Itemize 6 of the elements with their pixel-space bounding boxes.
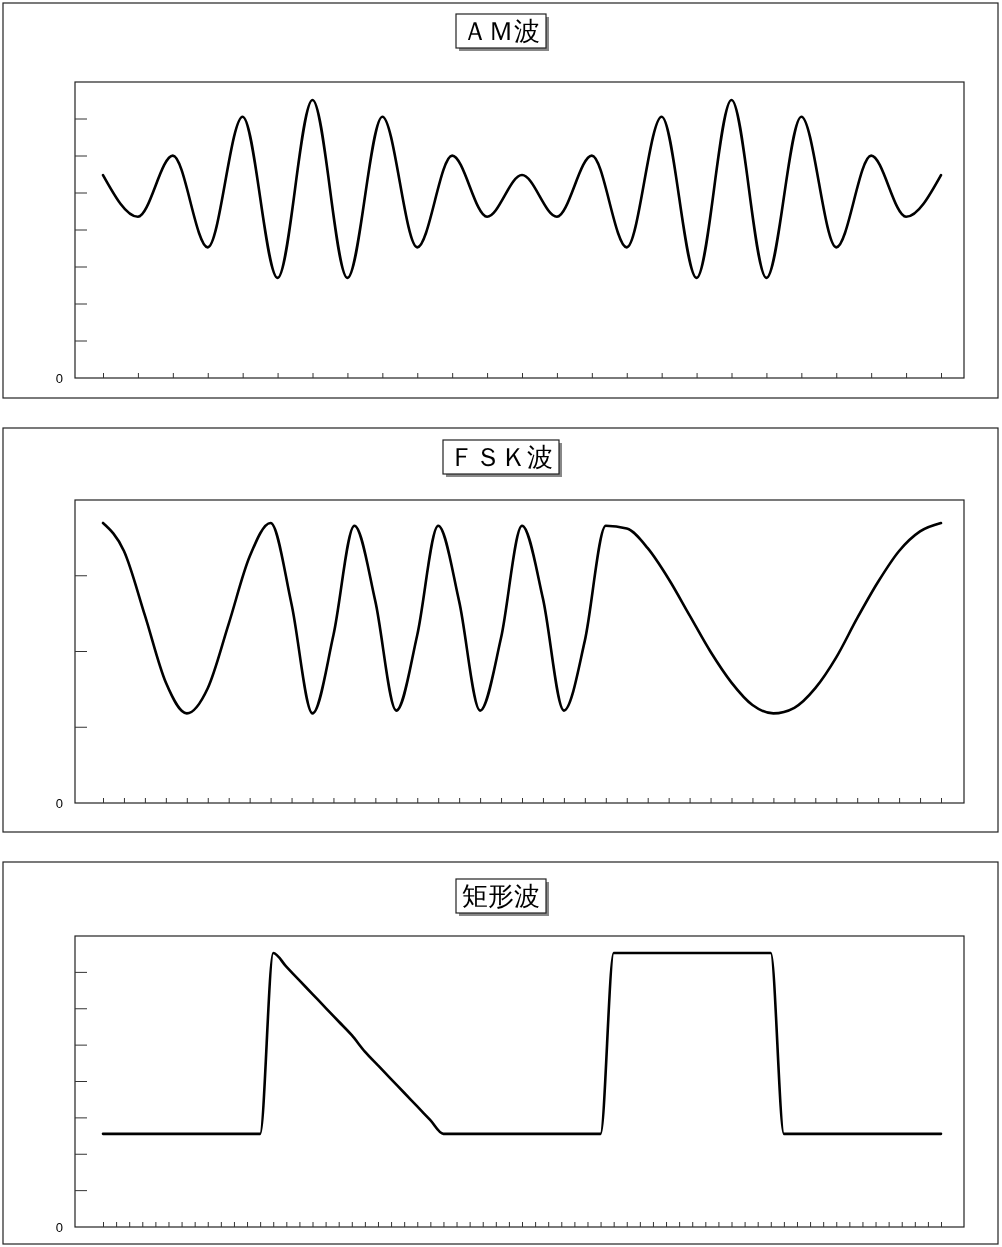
- chart-title: 矩形波: [462, 881, 540, 911]
- text: 0: [55, 371, 63, 386]
- text: 0: [55, 796, 63, 811]
- text: 0: [55, 1220, 63, 1235]
- chart-title: ＡＭ波: [462, 16, 540, 46]
- chart-title: ＦＳＫ波: [449, 442, 553, 472]
